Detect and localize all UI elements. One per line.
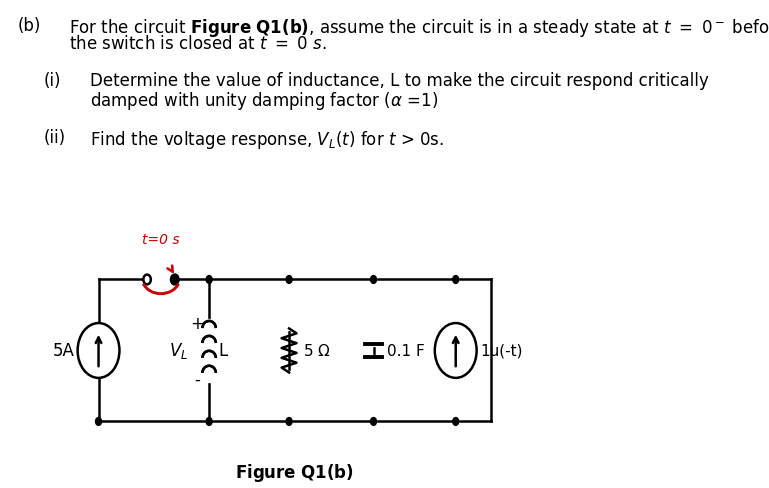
Circle shape [286, 276, 292, 284]
Text: (i): (i) [44, 72, 62, 90]
Text: 5 $\Omega$: 5 $\Omega$ [302, 343, 330, 359]
Text: 1u(-t): 1u(-t) [481, 343, 523, 358]
Text: +: + [190, 314, 204, 332]
Circle shape [206, 418, 212, 426]
Circle shape [453, 418, 458, 426]
Text: -: - [195, 369, 200, 387]
Text: 0.1 F: 0.1 F [387, 343, 424, 358]
Text: t=0 s: t=0 s [142, 233, 180, 246]
Circle shape [434, 324, 477, 378]
Circle shape [171, 276, 178, 284]
Text: $\mathbf{Figure\ Q1(b)}$: $\mathbf{Figure\ Q1(b)}$ [235, 461, 355, 483]
Text: (b): (b) [18, 17, 42, 35]
Text: For the circuit $\mathbf{Figure\ Q1(b)}$, assume the circuit is in a steady stat: For the circuit $\mathbf{Figure\ Q1(b)}$… [68, 17, 769, 39]
Text: 5A: 5A [53, 342, 75, 360]
Text: $\mathit{V_L}$: $\mathit{V_L}$ [169, 341, 188, 361]
Circle shape [78, 324, 119, 378]
Circle shape [206, 276, 212, 284]
Circle shape [371, 418, 377, 426]
Text: the switch is closed at $\mathit{t}\ =\ 0\ s.$: the switch is closed at $\mathit{t}\ =\ … [68, 35, 327, 53]
Text: damped with unity damping factor ($\alpha$ =1): damped with unity damping factor ($\alph… [89, 89, 438, 111]
Circle shape [453, 276, 458, 284]
Circle shape [95, 418, 102, 426]
Circle shape [286, 418, 292, 426]
Circle shape [371, 276, 377, 284]
Text: Find the voltage response, $\mathit{V_L(t)}$ for $\mathit{t}$ > 0s.: Find the voltage response, $\mathit{V_L(… [89, 128, 444, 150]
Text: L: L [218, 342, 228, 360]
Text: (ii): (ii) [44, 128, 66, 146]
Circle shape [171, 275, 178, 285]
Circle shape [143, 275, 151, 285]
Text: Determine the value of inductance, L to make the circuit respond critically: Determine the value of inductance, L to … [89, 72, 708, 90]
